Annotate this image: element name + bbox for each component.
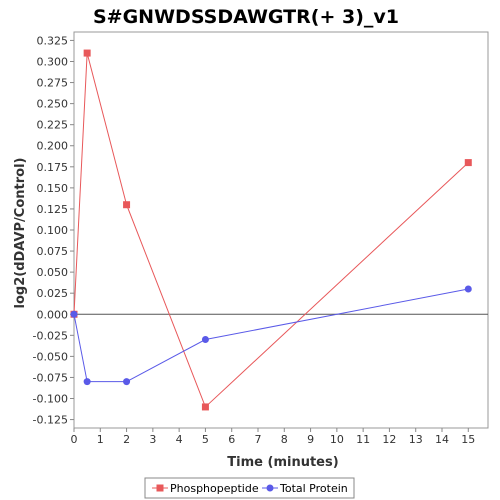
x-tick-label: 4	[176, 433, 183, 446]
x-tick-label: 14	[435, 433, 449, 446]
data-point	[464, 159, 472, 167]
y-tick-label: 0.125	[37, 203, 69, 216]
y-tick-label: 0.275	[37, 77, 69, 90]
series-total-protein	[70, 285, 472, 386]
y-tick-label: 0.225	[37, 119, 69, 132]
x-tick-label: 11	[356, 433, 370, 446]
data-point	[201, 336, 209, 344]
x-axis-label: Time (minutes)	[227, 455, 338, 470]
x-axis: 0 1 2 3 4 5 6 7 8 9 10 11 12 13 14 15	[71, 428, 475, 446]
legend-item: Phosphopeptide	[152, 482, 259, 495]
x-tick-label: 1	[97, 433, 104, 446]
y-tick-label: 0.300	[37, 55, 69, 68]
y-tick-label: 0.150	[37, 182, 69, 195]
legend-box	[144, 477, 355, 499]
y-tick-label: 0.200	[37, 140, 69, 153]
y-tick-label: 0.000	[37, 308, 69, 321]
x-tick-label: 12	[382, 433, 396, 446]
y-tick-label: 0.175	[37, 161, 69, 174]
data-point	[201, 403, 209, 411]
y-tick-label: -0.125	[33, 414, 68, 427]
y-tick-label: 0.250	[37, 98, 69, 111]
x-tick-label: 6	[228, 433, 235, 446]
data-point	[123, 201, 131, 209]
data-point	[83, 49, 91, 57]
legend: Phosphopeptide Total Protein	[144, 477, 355, 499]
legend-marker	[266, 484, 274, 492]
x-tick-label: 7	[255, 433, 262, 446]
y-tick-label: -0.100	[33, 393, 68, 406]
y-tick-label: -0.025	[33, 329, 68, 342]
y-axis: -0.125 -0.100 -0.075 -0.050 -0.025 0.000 0.025…	[33, 34, 74, 427]
y-tick-label: 0.050	[37, 266, 69, 279]
data-point	[464, 285, 472, 293]
y-tick-label: 0.325	[37, 34, 69, 47]
plot-area	[73, 31, 489, 429]
x-tick-label: 0	[71, 433, 78, 446]
x-tick-label: 9	[307, 433, 314, 446]
x-tick-label: 13	[409, 433, 423, 446]
y-tick-label: -0.075	[33, 371, 68, 384]
y-tick-label: 0.075	[37, 245, 69, 258]
y-axis-label: log2(dDAVP/Control)	[13, 158, 28, 309]
x-tick-label: 2	[123, 433, 130, 446]
x-tick-label: 10	[330, 433, 344, 446]
y-tick-label: 0.025	[37, 287, 69, 300]
x-tick-label: 3	[149, 433, 156, 446]
data-point	[83, 378, 91, 386]
y-tick-label: -0.050	[33, 350, 68, 363]
x-tick-label: 5	[202, 433, 209, 446]
y-tick-label: 0.100	[37, 224, 69, 237]
data-point	[70, 310, 78, 318]
legend-label: Total Protein	[279, 482, 348, 495]
legend-label: Phosphopeptide	[170, 482, 259, 495]
data-point	[123, 378, 131, 386]
chart-title: S#GNWDSSDAWGTR(+ 3)_v1	[93, 6, 399, 28]
x-tick-label: 15	[461, 433, 475, 446]
series-layer	[70, 49, 472, 411]
x-tick-label: 8	[281, 433, 288, 446]
legend-item: Total Protein	[262, 482, 348, 495]
legend-marker	[156, 484, 164, 492]
